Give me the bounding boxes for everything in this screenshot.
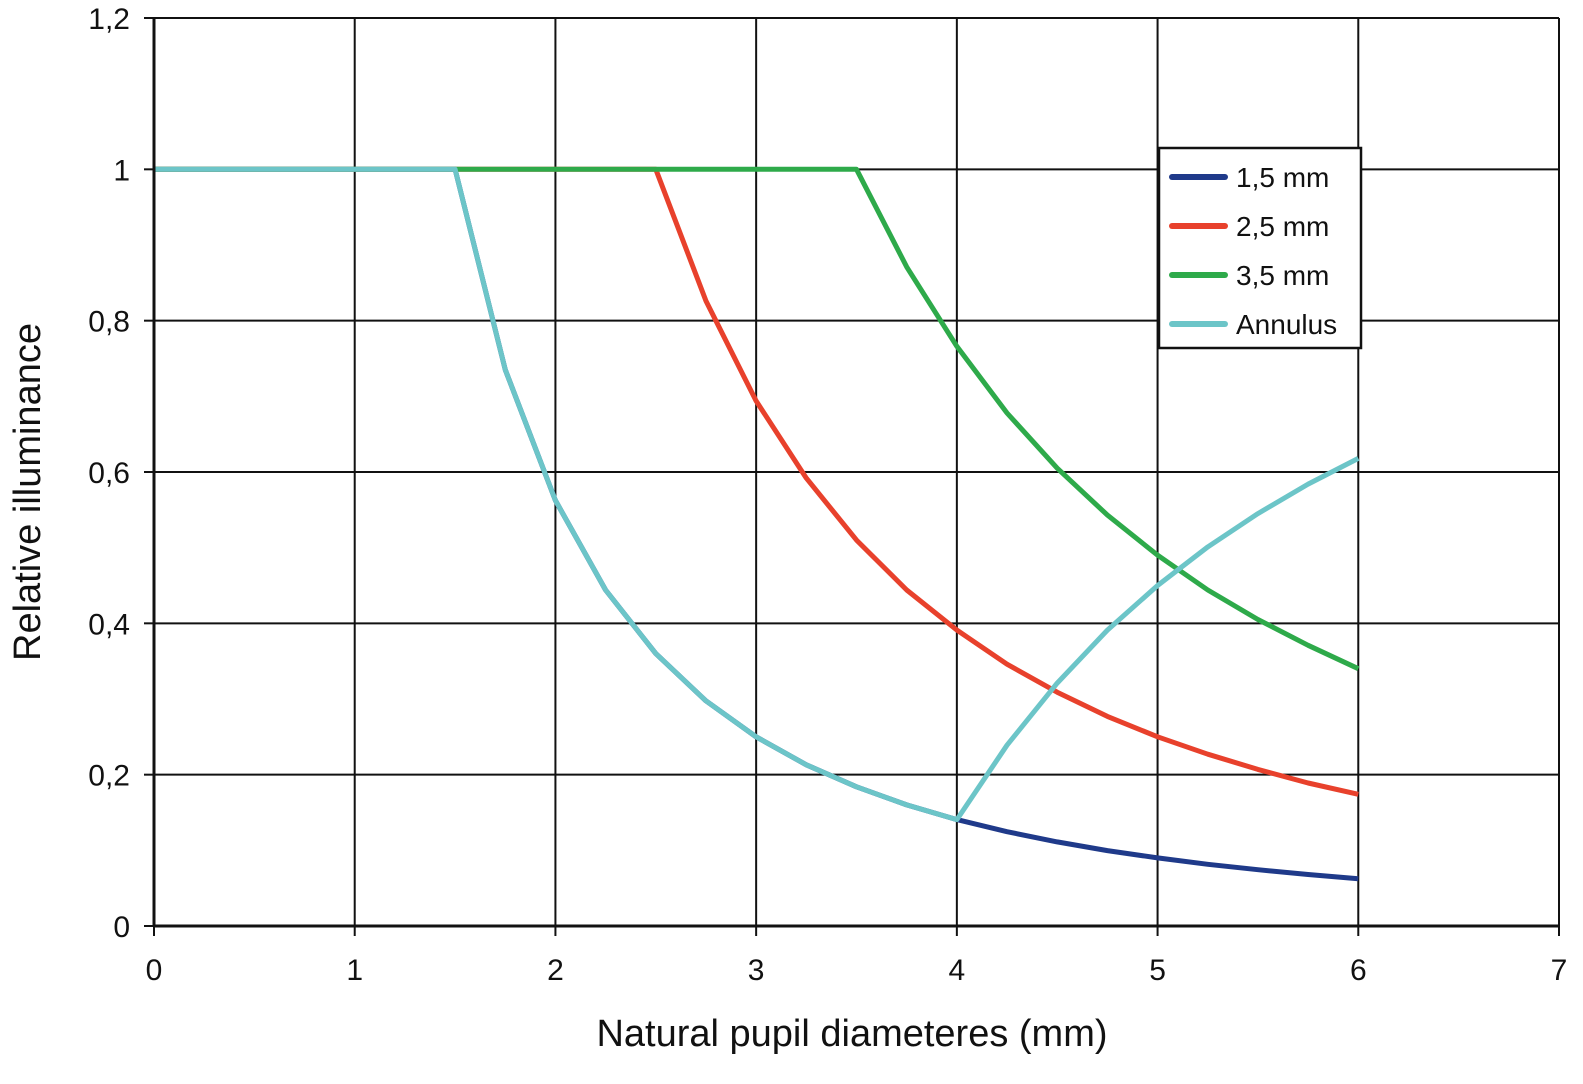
legend-label: Annulus xyxy=(1236,309,1337,340)
x-axis-label: Natural pupil diameteres (mm) xyxy=(596,1013,1107,1055)
legend-box xyxy=(1157,146,1363,350)
tick-labels: 0 1 2 3 4 5 6 7 0 0,2 0,4 0,6 0,8 1 1,2 xyxy=(88,3,1567,987)
series-line-2 xyxy=(154,166,1360,671)
series-lines xyxy=(154,166,1360,882)
y-tick-label: 0,4 xyxy=(88,608,130,641)
legend: 1,5 mm 2,5 mm 3,5 mm Annulus xyxy=(1157,146,1363,350)
y-tick-label: 0,2 xyxy=(88,760,130,793)
legend-label: 1,5 mm xyxy=(1236,162,1329,193)
x-tick-label: 4 xyxy=(949,954,966,987)
x-tick-label: 0 xyxy=(146,954,163,987)
x-tick-label: 6 xyxy=(1350,954,1367,987)
y-tick-label: 0,8 xyxy=(88,306,130,339)
axes xyxy=(144,17,1560,936)
x-tick-label: 1 xyxy=(346,954,363,987)
legend-label: 2,5 mm xyxy=(1236,211,1329,242)
y-tick-label: 1,2 xyxy=(88,3,130,36)
y-tick-label: 1 xyxy=(113,154,130,187)
y-tick-label: 0,6 xyxy=(88,457,130,490)
y-tick-label: 0 xyxy=(113,911,130,944)
x-tick-label: 2 xyxy=(547,954,564,987)
legend-label: 3,5 mm xyxy=(1236,260,1329,291)
x-tick-label: 5 xyxy=(1149,954,1166,987)
y-axis-label: Relative illuminance xyxy=(7,323,49,661)
x-tick-label: 7 xyxy=(1551,954,1568,987)
x-tick-label: 3 xyxy=(748,954,765,987)
series-line-3 xyxy=(154,166,1360,823)
